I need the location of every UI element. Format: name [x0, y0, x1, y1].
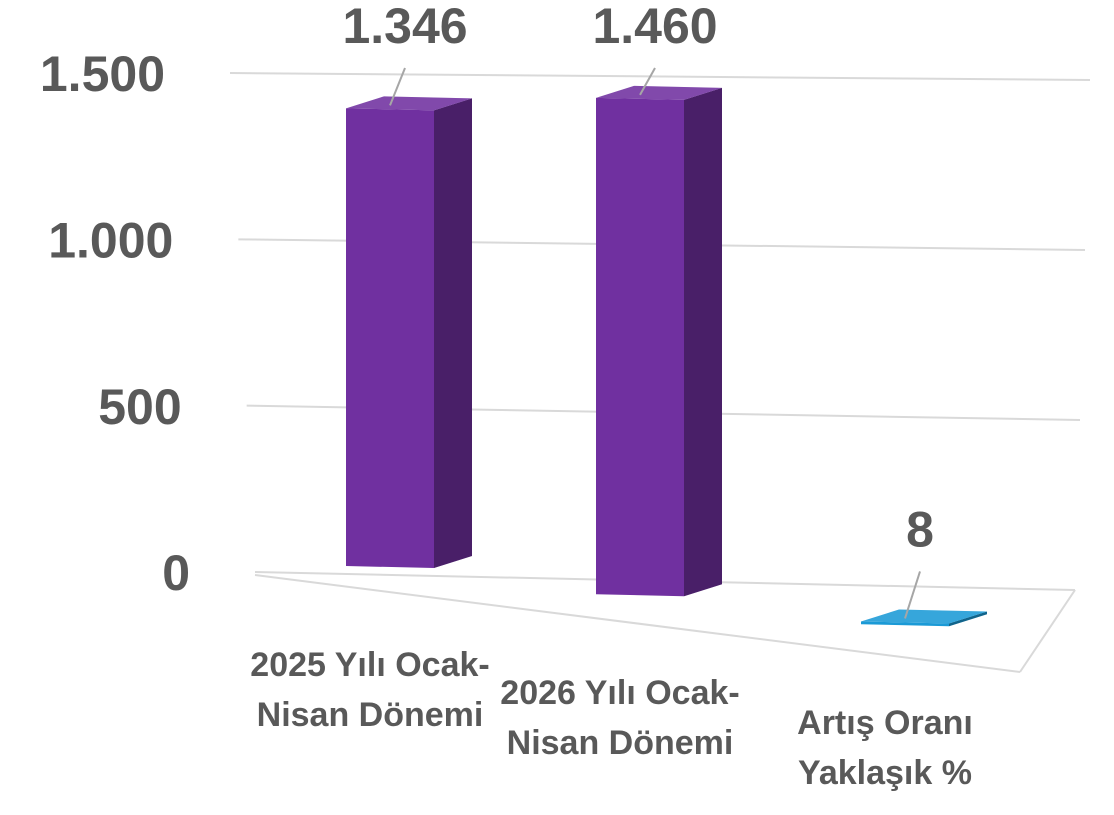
- bar-top: [861, 609, 987, 624]
- bar-side: [949, 611, 987, 627]
- y-tick-label: 1.000: [48, 213, 173, 269]
- y-tick-label: 0: [162, 545, 190, 601]
- y-tick-label: 1.500: [40, 46, 165, 102]
- bar-side-shade: [684, 87, 722, 597]
- floor-edge: [254, 574, 1021, 673]
- data-label: 1.346: [342, 0, 467, 54]
- grid-line: [229, 72, 1091, 81]
- leader-line: [639, 67, 656, 96]
- bar-top-shade: [596, 85, 722, 100]
- leader-line: [904, 571, 921, 619]
- data-label: 1.460: [592, 0, 717, 54]
- x-tick-label: 2025 Yılı Ocak-Nisan Dönemi: [250, 646, 490, 734]
- x-tick-label: Artış Oranı Yaklaşık %: [797, 704, 973, 793]
- data-label: 8: [906, 502, 934, 558]
- bar: [346, 108, 434, 569]
- leader-line: [389, 67, 406, 106]
- bar-top: [596, 85, 722, 100]
- y-tick-label: 500: [98, 379, 181, 435]
- bar-top-shade: [861, 609, 987, 624]
- bar: [596, 97, 684, 597]
- bar-side-shade: [434, 98, 472, 569]
- bar-side: [434, 98, 472, 569]
- bar: [861, 621, 949, 627]
- x-tick-label: 2026 Yılı Ocak-Nisan Dönemi: [500, 674, 740, 763]
- bar-side-shade: [949, 611, 987, 627]
- bar-top: [346, 96, 472, 111]
- floor-edge: [1019, 589, 1076, 673]
- bar-side: [684, 87, 722, 597]
- bar-top-shade: [346, 96, 472, 111]
